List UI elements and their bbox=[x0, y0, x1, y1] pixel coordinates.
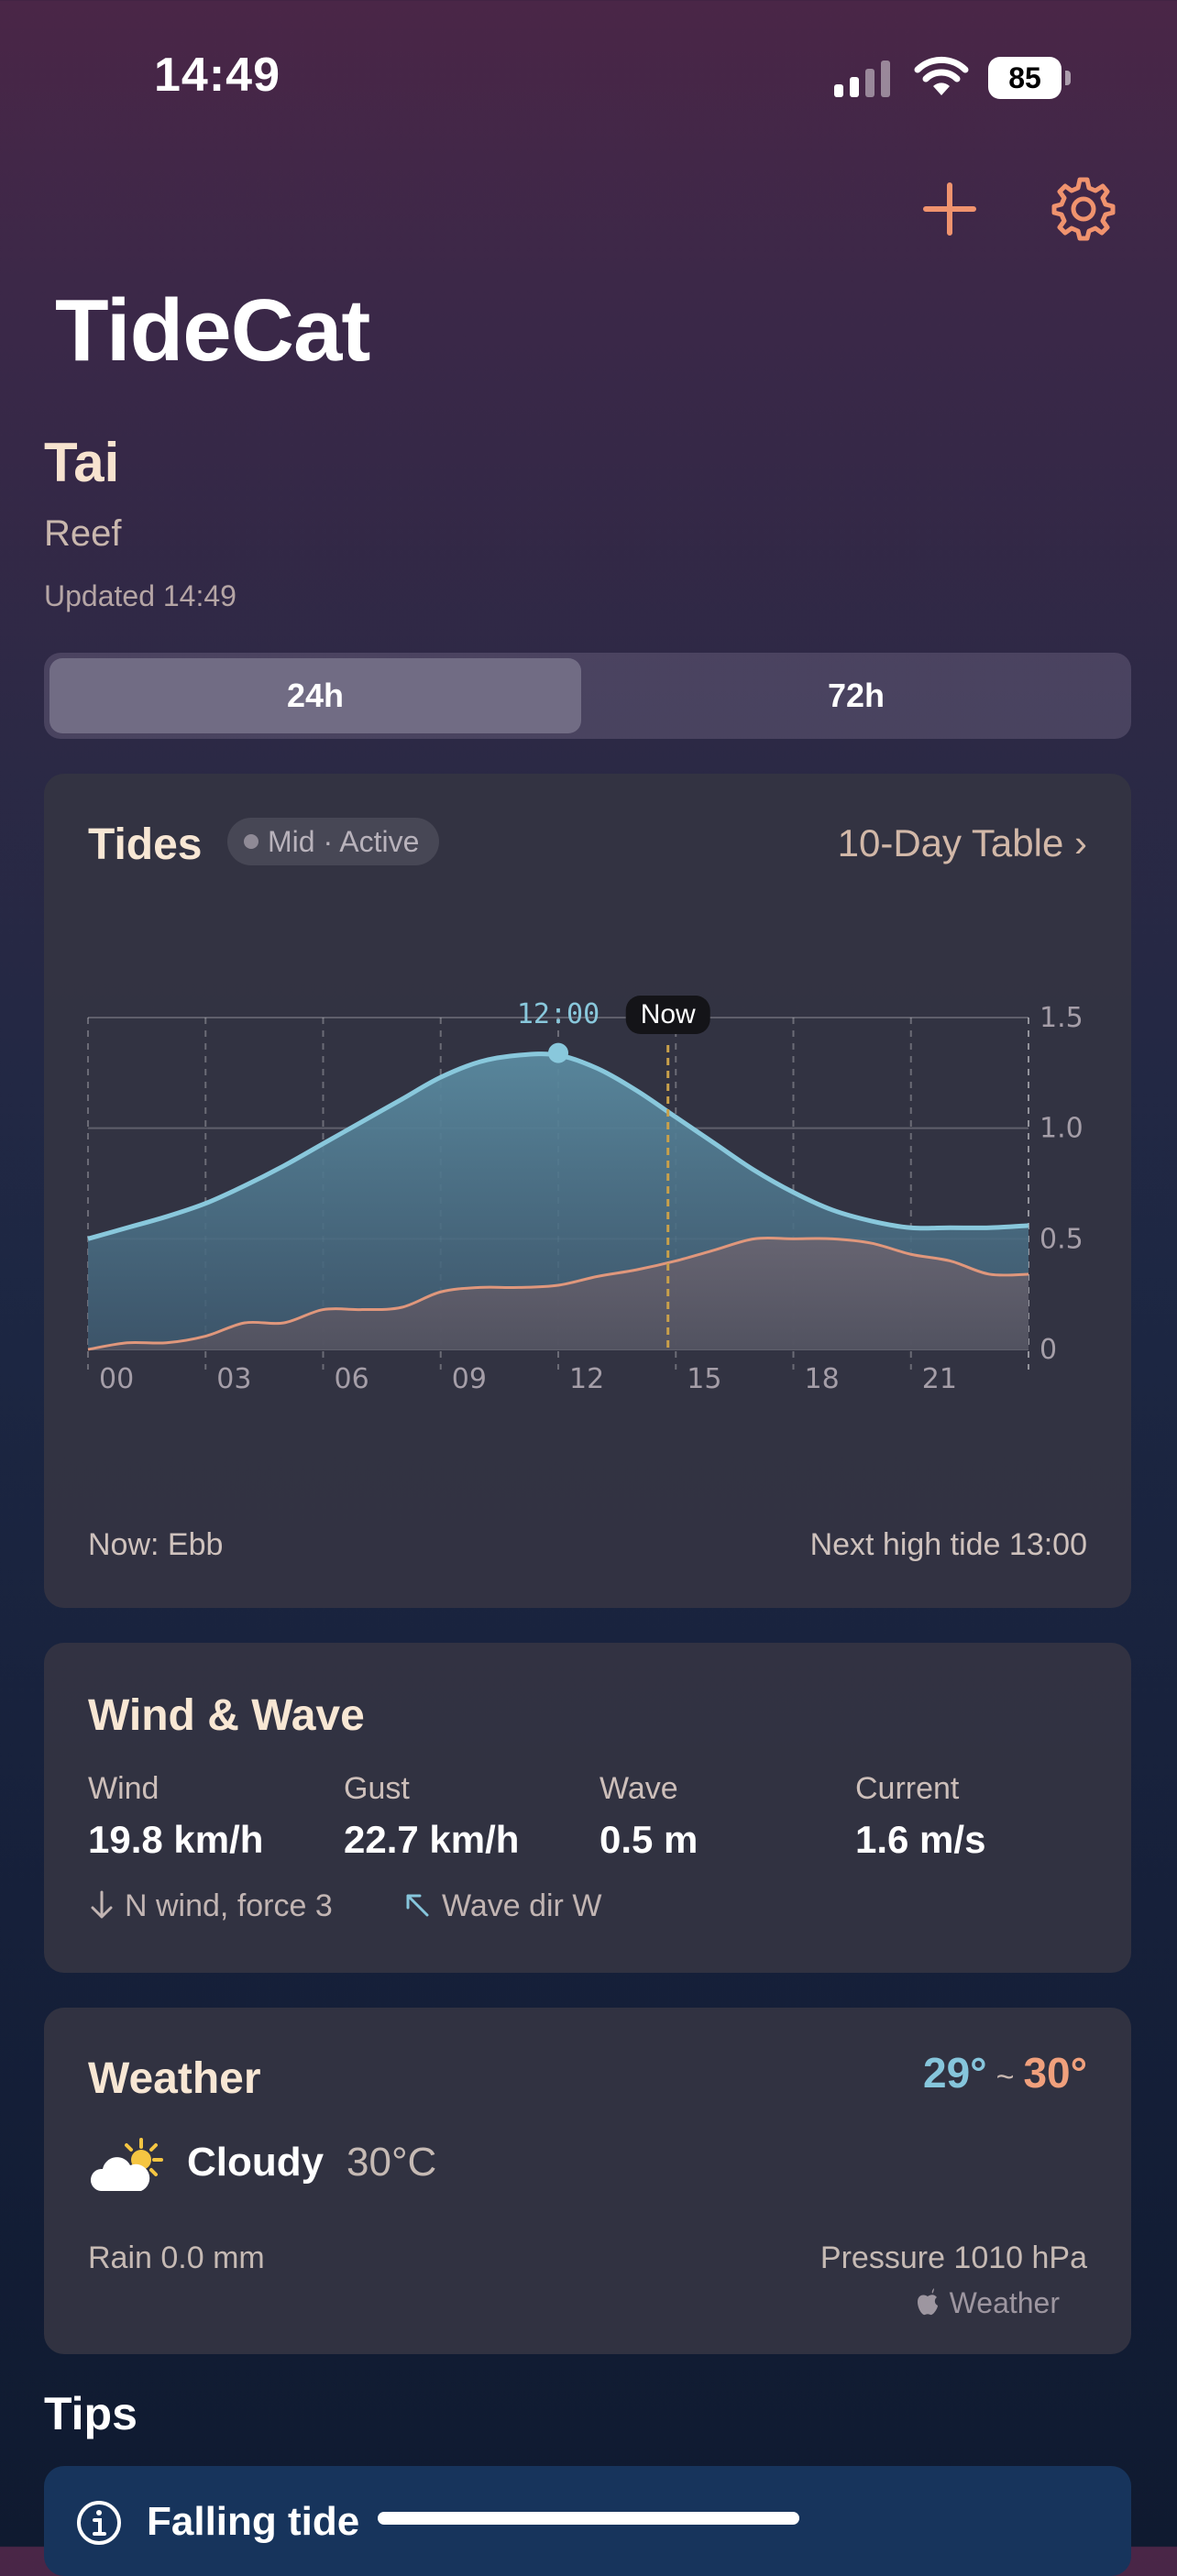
current-temperature: 30°C bbox=[346, 2140, 437, 2185]
tides-card: Tides Mid · Active 10-Day Table › 0 0.5 1.… bbox=[44, 774, 1131, 1608]
info-icon bbox=[77, 2501, 121, 2545]
y-tick-label: 0.5 bbox=[1040, 1223, 1084, 1255]
wind-stat-value: 19.8 km/h bbox=[88, 1818, 264, 1861]
weather-card: Weather 29° ~30° Cloudy 30°C Rain 0.0 mm … bbox=[44, 2008, 1131, 2354]
tide-status-text: Mid · Active bbox=[268, 825, 420, 858]
gear-icon[interactable] bbox=[1047, 172, 1120, 246]
app-title: TideCat bbox=[55, 281, 370, 380]
battery-icon: 85 bbox=[988, 57, 1072, 99]
tide-now-state: Now: Ebb bbox=[88, 1527, 224, 1562]
wave-stat-value: 0.5 m bbox=[600, 1818, 698, 1861]
range-option-24h[interactable]: 24h bbox=[50, 658, 581, 733]
tide-status-badge: Mid · Active bbox=[227, 818, 440, 865]
wave-stat-label: Wave bbox=[600, 1771, 678, 1806]
tides-title: Tides bbox=[88, 820, 203, 869]
temperature-range: 29° ~30° bbox=[923, 2048, 1087, 2097]
now-label: Now bbox=[641, 999, 696, 1029]
location-type: Reef bbox=[44, 513, 122, 554]
gust-stat: Gust 22.7 km/h bbox=[344, 1771, 600, 1862]
y-tick-label: 1.5 bbox=[1040, 1002, 1084, 1034]
arrow-up-left-icon bbox=[406, 1894, 429, 1917]
current-stat: Current 1.6 m/s bbox=[855, 1771, 1112, 1862]
current-speed-line bbox=[87, 1236, 1029, 1351]
weather-source-text: Weather bbox=[949, 2286, 1060, 2319]
current-stat-value: 1.6 m/s bbox=[855, 1818, 986, 1861]
status-time: 14:49 bbox=[154, 49, 280, 102]
ten-day-table-link[interactable]: 10-Day Table › bbox=[837, 821, 1087, 864]
status-dot-icon bbox=[244, 834, 258, 849]
temp-low: 29° bbox=[923, 2049, 987, 2097]
home-indicator[interactable] bbox=[378, 2512, 799, 2525]
location-name: Tai bbox=[44, 432, 120, 493]
wind-stat: Wind 19.8 km/h bbox=[88, 1771, 345, 1862]
wave-direction-text: Wave dir W bbox=[442, 1888, 602, 1923]
x-tick-label: 06 bbox=[335, 1363, 369, 1395]
wave-direction-note: Wave dir W bbox=[402, 1888, 601, 1924]
wind-direction-text: N wind, force 3 bbox=[125, 1888, 333, 1923]
gust-stat-label: Gust bbox=[344, 1771, 410, 1806]
weather-title: Weather bbox=[88, 2054, 261, 2103]
tip-title: Falling tide bbox=[147, 2499, 360, 2544]
x-tick-label: 03 bbox=[216, 1363, 251, 1395]
x-tick-label: 15 bbox=[687, 1363, 721, 1395]
updated-timestamp: Updated 14:49 bbox=[44, 579, 236, 612]
weather-source[interactable]: Weather bbox=[915, 2286, 1060, 2320]
current-speed-area bbox=[88, 1238, 1028, 1349]
y-tick-label: 0 bbox=[1040, 1334, 1057, 1366]
temp-high: 30° bbox=[1023, 2049, 1087, 2097]
x-tick-label: 09 bbox=[452, 1363, 487, 1395]
x-tick-label: 21 bbox=[922, 1363, 957, 1395]
range-segmented-control: 24h 72h bbox=[44, 653, 1131, 739]
rain-amount: Rain 0.0 mm bbox=[88, 2240, 265, 2275]
partly-cloudy-icon bbox=[90, 2138, 163, 2191]
tips-title: Tips bbox=[44, 2388, 138, 2439]
wind-stat-label: Wind bbox=[88, 1771, 160, 1806]
arrow-down-icon bbox=[91, 1890, 113, 1919]
plus-icon[interactable] bbox=[913, 172, 986, 246]
wind-direction-note: N wind, force 3 bbox=[88, 1888, 333, 1924]
tide-chart[interactable]: 0 0.5 1.0 1.5 00 03 06 09 12 15 18 21 Now 12:00 bbox=[44, 911, 1131, 1425]
x-tick-label: 00 bbox=[99, 1363, 134, 1395]
peak-point bbox=[548, 1042, 568, 1063]
gust-stat-value: 22.7 km/h bbox=[344, 1818, 520, 1861]
apple-logo-icon bbox=[917, 2288, 938, 2316]
battery-level: 85 bbox=[988, 57, 1062, 99]
temp-separator: ~ bbox=[996, 2060, 1015, 2095]
y-tick-label: 1.0 bbox=[1040, 1113, 1084, 1145]
x-tick-label: 18 bbox=[805, 1363, 840, 1395]
wifi-icon bbox=[914, 56, 969, 95]
current-stat-label: Current bbox=[855, 1771, 960, 1806]
now-badge bbox=[625, 996, 710, 1034]
wind-wave-title: Wind & Wave bbox=[88, 1691, 365, 1740]
next-high-tide: Next high tide 13:00 bbox=[809, 1527, 1087, 1562]
weather-condition: Cloudy bbox=[187, 2140, 324, 2185]
range-option-72h[interactable]: 72h bbox=[827, 677, 886, 714]
x-tick-label: 12 bbox=[569, 1363, 604, 1395]
air-pressure: Pressure 1010 hPa bbox=[820, 2240, 1087, 2275]
cellular-signal-icon bbox=[834, 61, 890, 97]
peak-time-label: 12:00 bbox=[517, 998, 600, 1030]
wind-wave-card: Wind & Wave Wind 19.8 km/h Gust 22.7 km/… bbox=[44, 1643, 1131, 1973]
wave-stat: Wave 0.5 m bbox=[600, 1771, 856, 1862]
